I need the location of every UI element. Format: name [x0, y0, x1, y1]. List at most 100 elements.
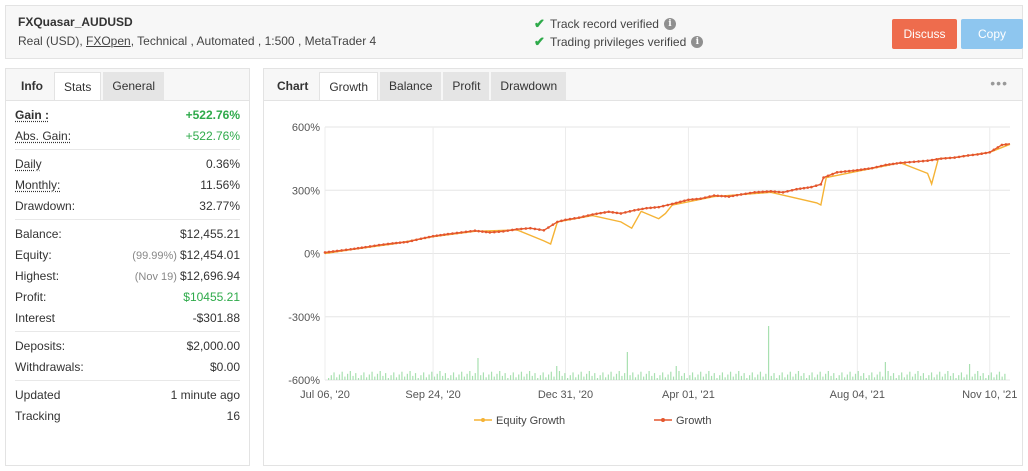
tab-drawdown[interactable]: Drawdown — [491, 72, 567, 100]
growth-point — [957, 155, 961, 159]
growth-point — [699, 197, 702, 200]
growth-point — [891, 162, 895, 166]
discuss-button[interactable]: Discuss — [892, 19, 957, 49]
volume-bar — [911, 376, 914, 380]
volume-bar — [876, 374, 878, 380]
volume-bar — [515, 377, 517, 380]
volume-bar — [336, 377, 338, 380]
more-dots-icon[interactable]: ••• — [990, 75, 1008, 91]
growth-point — [670, 202, 674, 206]
growth-point — [962, 154, 965, 158]
volume-bar — [795, 373, 797, 380]
volume-bar — [414, 373, 417, 380]
volume-bar — [1004, 373, 1006, 380]
growth-point — [353, 247, 356, 251]
volume-bar — [526, 373, 528, 380]
growth-point — [615, 211, 619, 215]
volume-bar — [882, 376, 884, 380]
volume-bar — [436, 373, 438, 380]
volume-bar — [512, 372, 514, 380]
volume-bar — [971, 376, 973, 380]
volume-bar — [857, 371, 859, 380]
growth-point — [628, 210, 632, 213]
tab-balance[interactable]: Balance — [380, 72, 442, 100]
info-icon[interactable]: i — [663, 18, 676, 30]
volume-bar — [928, 375, 930, 380]
growth-point — [331, 250, 335, 253]
growth-point — [851, 169, 855, 172]
volume-bar — [374, 376, 376, 380]
account-header: FXQuasar_AUDUSD Real (USD), FXOpen, Tech… — [5, 5, 1023, 59]
stat-label[interactable]: Gain : — [15, 107, 50, 122]
volume-bar — [333, 372, 335, 380]
volume-bar — [428, 374, 430, 380]
account-details-suffix: , Technical , Automated , 1:500 , MetaTr… — [130, 34, 377, 48]
stat-label: Drawdown: — [15, 198, 76, 213]
x-tick-label: Jul 06, '20 — [300, 389, 350, 401]
growth-point — [908, 160, 911, 164]
volume-bar — [328, 378, 330, 380]
stats-group-balance: Balance: $12,455.21 Equity: (99.99%) $12,… — [15, 220, 240, 332]
tab-profit[interactable]: Profit — [443, 72, 490, 100]
volume-bar — [767, 326, 770, 380]
volume-bar — [863, 373, 865, 380]
volume-bar — [442, 375, 444, 380]
growth-point — [1004, 143, 1008, 146]
volume-bar — [667, 374, 669, 380]
volume-bar — [694, 377, 696, 380]
volume-bar — [368, 374, 370, 380]
stat-row-drawdown: Drawdown: 32.77% — [15, 195, 240, 216]
daily-bars — [328, 326, 1006, 380]
growth-point — [781, 191, 785, 194]
volume-bar — [773, 373, 775, 380]
volume-bar — [409, 371, 411, 380]
tab-growth[interactable]: Growth — [319, 72, 379, 100]
copy-button[interactable]: Copy — [961, 19, 1023, 49]
volume-bar — [960, 372, 963, 380]
growth-point — [870, 166, 874, 170]
stat-label: Equity: — [15, 247, 52, 262]
tab-general[interactable]: General — [103, 72, 165, 100]
tab-chart[interactable]: Chart — [277, 79, 309, 93]
volume-bar — [458, 374, 460, 380]
volume-bar — [330, 375, 332, 380]
growth-point — [757, 190, 760, 194]
tab-info[interactable]: Info — [21, 79, 43, 93]
growth-point — [349, 247, 352, 251]
tab-stats[interactable]: Stats — [54, 72, 102, 100]
info-icon[interactable]: i — [691, 36, 704, 48]
stat-row-deposits: Deposits: $2,000.00 — [15, 335, 240, 356]
stat-value: +522.76% — [185, 107, 240, 122]
volume-bar — [360, 375, 362, 380]
x-tick-label: Sep 24, '20 — [405, 389, 460, 401]
stat-label[interactable]: Monthly: — [15, 177, 61, 192]
account-details-prefix: Real (USD), — [18, 34, 87, 48]
growth-point — [996, 146, 1000, 149]
track-record-verified: ✔ Track record verified i — [534, 16, 676, 32]
volume-bar — [941, 376, 944, 380]
volume-bar — [567, 378, 569, 380]
stat-label[interactable]: Abs. Gain: — [15, 128, 72, 143]
volume-bar — [347, 373, 349, 380]
stat-value: -$301.88 — [192, 310, 240, 325]
volume-bar — [621, 375, 623, 380]
growth-point — [373, 244, 376, 248]
broker-link[interactable]: FXOpen — [86, 34, 131, 48]
volume-bar — [754, 377, 756, 380]
growth-point — [451, 232, 454, 235]
volume-bar — [789, 371, 791, 380]
volume-bar — [985, 378, 987, 380]
growth-point — [560, 219, 563, 223]
stat-label[interactable]: Daily — [15, 156, 42, 171]
volume-bar — [979, 375, 982, 380]
stat-value: $12,454.01 — [179, 247, 240, 262]
volume-bar — [776, 378, 778, 380]
growth-point — [524, 227, 528, 230]
growth-point — [344, 248, 348, 252]
volume-bar — [586, 373, 588, 380]
volume-bar — [914, 373, 916, 380]
volume-bar — [662, 372, 664, 380]
growth-point — [473, 229, 477, 233]
growth-point — [335, 249, 339, 253]
growth-point — [488, 231, 492, 234]
